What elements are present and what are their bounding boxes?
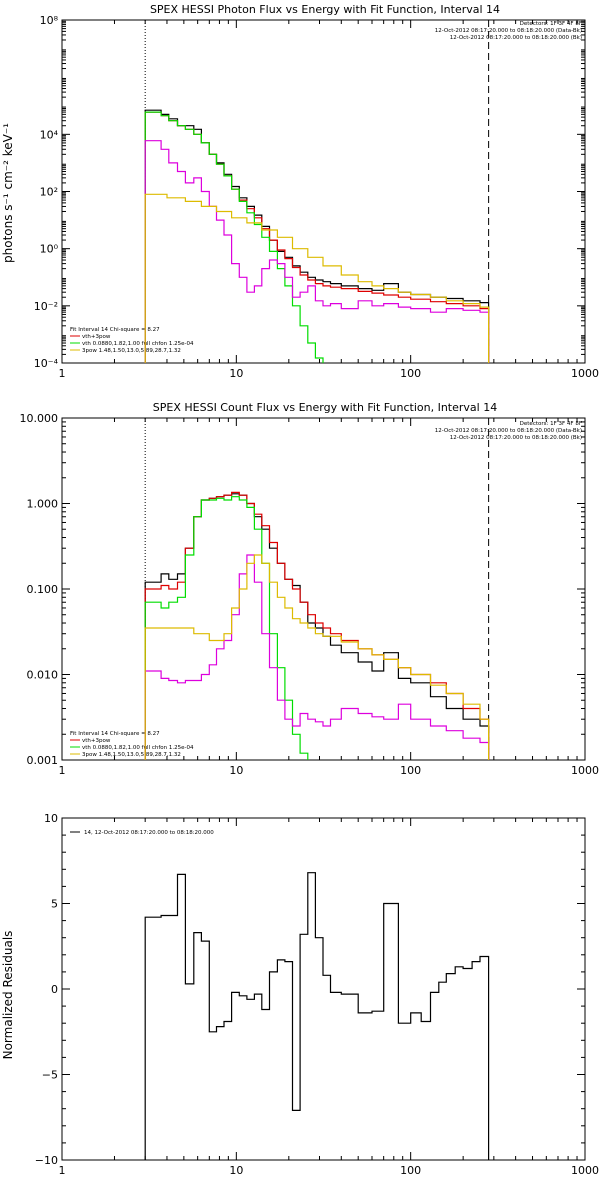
- legend-top-line: Detectors: 1F 3F 4F 8F: [520, 21, 582, 27]
- count-flux-chart: SPEX HESSI Count Flux vs Energy with Fit…: [20, 401, 600, 777]
- x-tick-label: 100: [400, 1164, 421, 1177]
- y-axis-label: Normalized Residuals: [1, 931, 15, 1060]
- y-tick-label: −5: [42, 1069, 58, 1082]
- series-line: [144, 493, 490, 760]
- x-tick-label: 100: [400, 367, 421, 380]
- x-tick-label: 1: [59, 367, 66, 380]
- residuals-chart: 14, 12-Oct-2012 08:17:20.000 to 08:18:20…: [1, 812, 599, 1177]
- series-line: [144, 554, 490, 760]
- x-tick-label: 10: [229, 764, 243, 777]
- series-line: [144, 111, 324, 363]
- x-tick-label: 1000: [571, 367, 599, 380]
- y-tick-label: 0.100: [27, 583, 59, 596]
- y-tick-label: 10⁰: [40, 243, 59, 256]
- series-line: [144, 193, 490, 363]
- y-tick-label: 5: [51, 898, 58, 911]
- plot-frame: [61, 817, 586, 1161]
- legend-line: Fit Interval 14 Chi-square = 8.27: [70, 327, 160, 333]
- photon-flux-chart: SPEX HESSI Photon Flux vs Energy with Fi…: [1, 3, 599, 380]
- chart-title: SPEX HESSI Photon Flux vs Energy with Fi…: [150, 3, 500, 16]
- legend-top-line: 12-Oct-2012 08:17:20.000 to 08:18:20.000…: [450, 435, 582, 441]
- y-tick-label: 10²: [40, 186, 58, 199]
- x-tick-label: 1: [59, 764, 66, 777]
- series-line: [144, 140, 490, 363]
- y-tick-label: 10.000: [20, 412, 59, 425]
- y-axis-label: photons s⁻¹ cm⁻² keV⁻¹: [1, 123, 15, 263]
- x-tick-label: 100: [400, 764, 421, 777]
- series-line: [144, 109, 490, 363]
- legend: 14, 12-Oct-2012 08:17:20.000 to 08:18:20…: [70, 830, 214, 836]
- legend-line: 3pow 1.48,1.50,13.0,5.89,28.7,1.32: [82, 348, 181, 354]
- chart-title: SPEX HESSI Count Flux vs Energy with Fit…: [153, 401, 497, 414]
- x-tick-label: 1000: [571, 764, 599, 777]
- legend-top-line: Detectors: 1F 3F 4F 8F: [520, 421, 582, 427]
- plot-frame: [61, 417, 586, 761]
- y-tick-label: 0.010: [27, 669, 59, 682]
- y-tick-label: 10: [44, 812, 58, 825]
- legend-line: vth+3pow: [82, 738, 111, 744]
- y-tick-label: 0: [51, 983, 58, 996]
- series-line: [144, 554, 490, 760]
- legend-line: Fit Interval 14 Chi-square = 8.27: [70, 731, 160, 737]
- legend-bottom: Fit Interval 14 Chi-square = 8.27 vth+3p…: [70, 327, 194, 354]
- legend-top: Detectors: 1F 3F 4F 8F 12-Oct-2012 08:17…: [435, 421, 582, 441]
- series-line: [144, 491, 490, 760]
- x-tick-label: 10: [229, 367, 243, 380]
- plot-frame: [61, 19, 586, 364]
- series-line: [144, 111, 490, 363]
- legend-line: 3pow 1.48,1.50,13.0,5.89,28.7,1.32: [82, 752, 181, 758]
- legend-line: vth+3pow: [82, 334, 111, 340]
- y-tick-label: 10⁸: [40, 14, 59, 27]
- x-tick-label: 1: [59, 1164, 66, 1177]
- y-tick-label: 1.000: [27, 498, 59, 511]
- legend-top: Detectors: 1F 3F 4F 8F 12-Oct-2012 08:17…: [435, 21, 582, 41]
- y-tick-label: 0.001: [27, 754, 59, 767]
- y-tick-label: 10⁻²: [34, 300, 58, 313]
- y-tick-label: 10⁻⁴: [34, 357, 59, 370]
- legend-line: vth 0.0880,1.82,1.00 full chfon 1.25e-04: [82, 341, 194, 347]
- legend-top-line: 12-Oct-2012 08:17:20.000 to 08:18:20.000…: [435, 28, 582, 34]
- legend-line: 14, 12-Oct-2012 08:17:20.000 to 08:18:20…: [84, 830, 214, 836]
- legend-top-line: 12-Oct-2012 08:17:20.000 to 08:18:20.000…: [450, 35, 582, 41]
- x-tick-label: 10: [229, 1164, 243, 1177]
- y-tick-label: −10: [35, 1154, 58, 1167]
- y-tick-label: 10⁴: [40, 128, 59, 141]
- x-tick-label: 1000: [571, 1164, 599, 1177]
- series-line: [144, 872, 490, 1160]
- series-line: [144, 496, 309, 760]
- legend-bottom: Fit Interval 14 Chi-square = 8.27 vth+3p…: [70, 731, 194, 758]
- legend-line: vth 0.0880,1.82,1.00 full chfon 1.25e-04: [82, 745, 194, 751]
- legend-top-line: 12-Oct-2012 08:17:20.000 to 08:18:20.000…: [435, 428, 582, 434]
